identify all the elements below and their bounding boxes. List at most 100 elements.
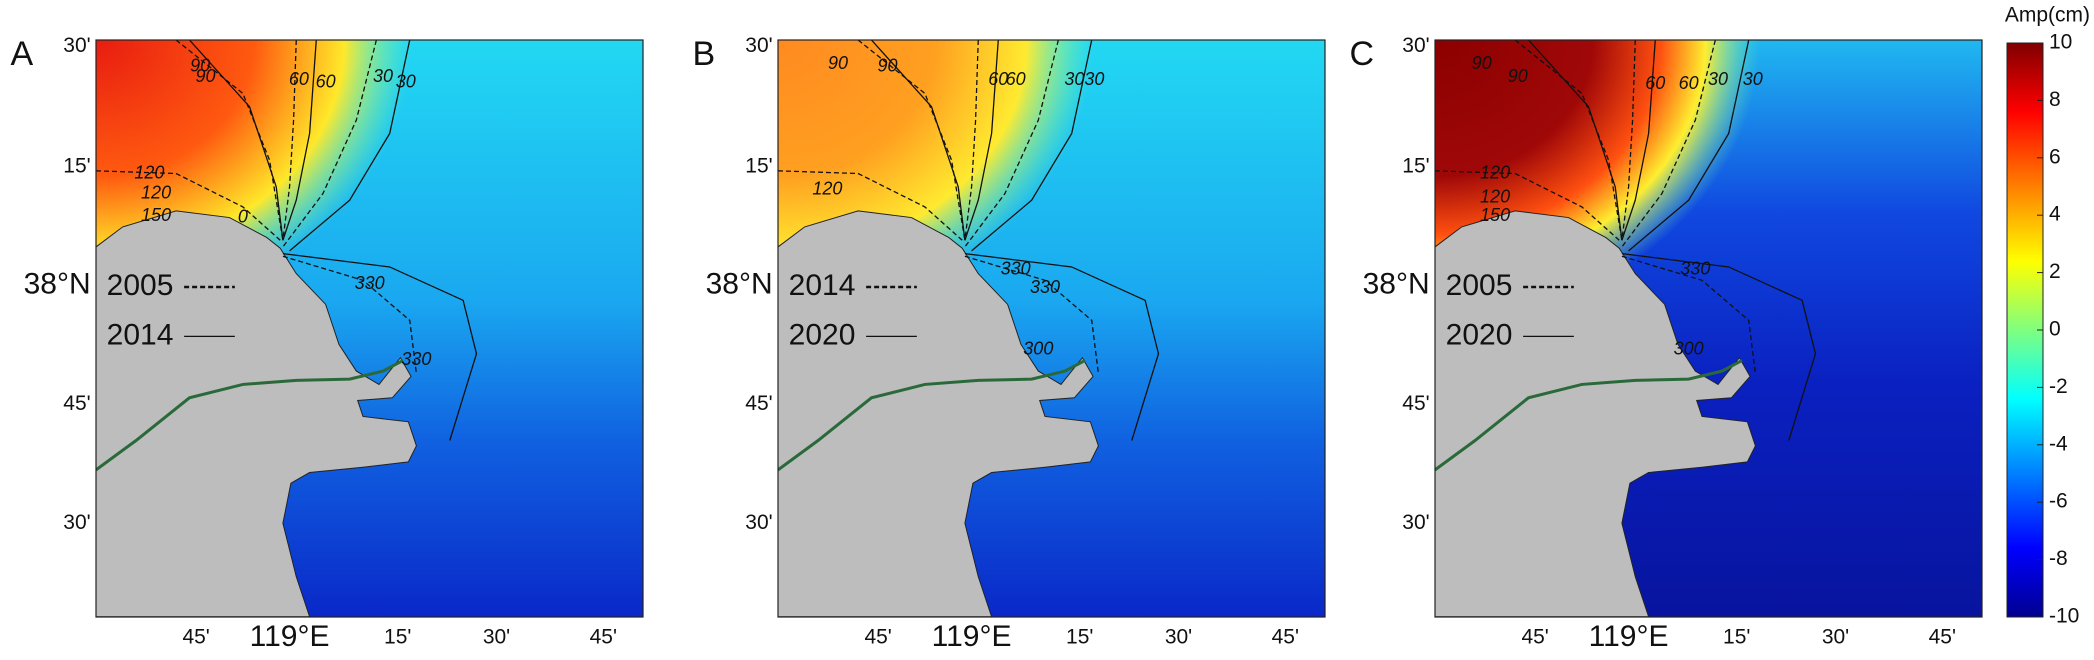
y-tick-label: 15' bbox=[63, 154, 90, 177]
colorbar-tick-label: -6 bbox=[2049, 490, 2068, 513]
contour-label: 90 bbox=[1472, 53, 1492, 73]
contour-label: 60 bbox=[1679, 73, 1699, 93]
land bbox=[1435, 210, 1756, 617]
x-tick-label: 45' bbox=[1929, 626, 1956, 649]
y-tick-label: 15' bbox=[745, 154, 772, 177]
contour-label: 60 bbox=[316, 71, 336, 91]
contour-label: 60 bbox=[1006, 69, 1026, 89]
x-tick-label: 30' bbox=[1822, 626, 1849, 649]
contour-line bbox=[971, 40, 1093, 252]
panel-frame bbox=[777, 39, 1326, 618]
contour-line bbox=[282, 255, 418, 374]
river bbox=[778, 359, 1086, 472]
contour-label: 150 bbox=[1480, 205, 1510, 225]
contour-label: 330 bbox=[355, 273, 385, 293]
contour-line bbox=[1435, 170, 1620, 241]
contour-line bbox=[1621, 40, 1656, 241]
contour-label: 60 bbox=[289, 69, 309, 89]
contour-line bbox=[1621, 255, 1757, 374]
y-tick-label: 38°N bbox=[706, 268, 773, 301]
colorbar-tick-label: -4 bbox=[2049, 432, 2068, 455]
legend-label: 2005 bbox=[107, 269, 174, 302]
contour-label: 120 bbox=[812, 178, 842, 198]
x-tick-label: 45' bbox=[182, 626, 209, 649]
map-panel bbox=[96, 40, 643, 617]
panel-label: B bbox=[693, 35, 716, 73]
x-tick-label: 119°E bbox=[932, 620, 1012, 653]
contour-line bbox=[1527, 40, 1623, 241]
contour-line bbox=[1621, 40, 1636, 241]
colorbar-tick-label: 6 bbox=[2049, 145, 2061, 168]
panel-frame bbox=[95, 39, 644, 618]
river bbox=[96, 359, 404, 472]
contour-label: 30 bbox=[373, 66, 393, 86]
contour-label: 330 bbox=[1030, 277, 1060, 297]
contour-line bbox=[289, 40, 411, 252]
contour-line bbox=[1621, 40, 1716, 248]
contour-label: 90 bbox=[877, 55, 897, 75]
contour-line bbox=[964, 255, 1100, 374]
legend-label: 2020 bbox=[789, 318, 856, 351]
river bbox=[1435, 359, 1743, 472]
contour-label: 30 bbox=[1743, 69, 1763, 89]
contour-line bbox=[282, 40, 297, 241]
contour-label: 30 bbox=[1708, 69, 1728, 89]
x-tick-label: 15' bbox=[1723, 626, 1750, 649]
x-tick-label: 119°E bbox=[250, 620, 330, 653]
y-tick-label: 45' bbox=[1402, 392, 1429, 415]
legend-label: 2014 bbox=[107, 318, 174, 351]
x-tick-label: 45' bbox=[1272, 626, 1299, 649]
y-tick-label: 45' bbox=[745, 392, 772, 415]
legend-label: 2020 bbox=[1446, 318, 1513, 351]
colorbar-tick-label: 0 bbox=[2049, 318, 2061, 341]
x-tick-label: 119°E bbox=[1589, 620, 1669, 653]
y-tick-label: 30' bbox=[745, 34, 772, 57]
contour-line bbox=[282, 40, 377, 248]
colorbar-tick-label: 4 bbox=[2049, 203, 2061, 226]
x-tick-label: 15' bbox=[1066, 626, 1093, 649]
y-tick-label: 38°N bbox=[24, 268, 91, 301]
y-tick-label: 38°N bbox=[1363, 268, 1430, 301]
contour-line bbox=[778, 170, 963, 241]
contour-label: 300 bbox=[1023, 338, 1053, 358]
contour-line bbox=[964, 40, 979, 241]
contour-label: 30 bbox=[396, 71, 416, 91]
colorbar-tick-label: -8 bbox=[2049, 547, 2068, 570]
contour-label: 120 bbox=[141, 182, 171, 202]
contour-label: 90 bbox=[828, 53, 848, 73]
contour-label: 30 bbox=[1064, 69, 1084, 89]
panel-label: A bbox=[11, 35, 34, 73]
legend-label: 2005 bbox=[1446, 269, 1513, 302]
contour-label: 330 bbox=[1680, 258, 1710, 278]
legend-label: 2014 bbox=[789, 269, 856, 302]
x-tick-label: 15' bbox=[384, 626, 411, 649]
contour-label: 90 bbox=[195, 66, 215, 86]
panel-frame bbox=[1434, 39, 1983, 618]
contour-label: 90 bbox=[190, 55, 210, 75]
y-tick-label: 45' bbox=[63, 392, 90, 415]
contour-label: 330 bbox=[1001, 258, 1031, 278]
contour-label: 120 bbox=[134, 162, 164, 182]
y-tick-label: 30' bbox=[745, 511, 772, 534]
x-tick-label: 45' bbox=[1521, 626, 1548, 649]
contour-label: 120 bbox=[1480, 162, 1510, 182]
land bbox=[778, 210, 1099, 617]
colorbar-tick-label: 2 bbox=[2049, 260, 2061, 283]
colorbar-tick-label: 8 bbox=[2049, 88, 2061, 111]
colorbar-tick-label: -10 bbox=[2049, 605, 2079, 628]
contour-label: 120 bbox=[1480, 186, 1510, 206]
x-tick-label: 30' bbox=[1165, 626, 1192, 649]
colorbar-tick-label: -2 bbox=[2049, 375, 2068, 398]
contour-label: 30 bbox=[1084, 69, 1104, 89]
x-tick-label: 45' bbox=[590, 626, 617, 649]
contour-label: 60 bbox=[1645, 73, 1665, 93]
panel-label: C bbox=[1350, 35, 1375, 73]
contour-line bbox=[282, 40, 317, 241]
colorbar-tick-label: 10 bbox=[2049, 31, 2072, 54]
contour-line bbox=[1621, 252, 1817, 441]
contour-label: 150 bbox=[141, 205, 171, 225]
contour-line bbox=[964, 40, 1059, 248]
y-tick-label: 15' bbox=[1402, 154, 1429, 177]
contour-line bbox=[964, 40, 999, 241]
